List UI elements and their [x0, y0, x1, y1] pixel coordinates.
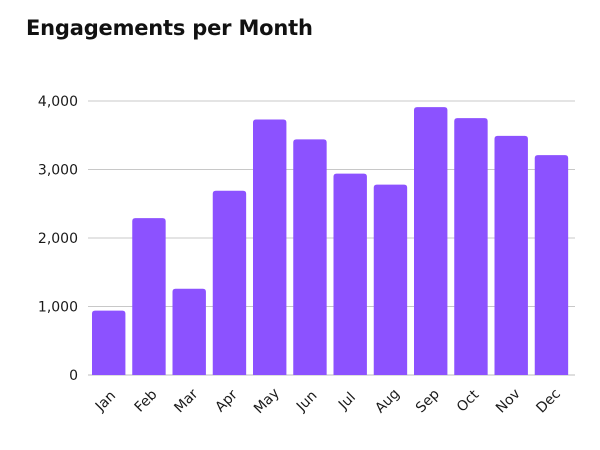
x-tick-label: Apr: [212, 387, 241, 416]
x-tick-label: Jun: [293, 388, 320, 415]
bar-aug: [373, 184, 408, 375]
y-tick-label: 3,000: [38, 163, 78, 179]
x-tick-label: Jul: [335, 390, 359, 414]
y-tick-label: 2,000: [38, 231, 78, 247]
bars: [92, 107, 569, 376]
bar-jul: [333, 173, 367, 375]
bar-sep: [414, 107, 448, 375]
grid-lines: [88, 100, 575, 376]
bar-oct: [454, 118, 488, 375]
bar-dec: [534, 155, 569, 375]
x-tick-label: Dec: [533, 386, 563, 416]
bar-jan: [92, 310, 126, 375]
bar-jun: [293, 139, 327, 375]
y-tick-label: 0: [69, 368, 78, 384]
x-tick-label: Nov: [493, 386, 524, 417]
x-tick-label: Feb: [132, 387, 161, 416]
bar-mar: [172, 288, 206, 375]
chart-title: Engagements per Month: [26, 16, 313, 40]
y-axis-tick-labels: 0 1,000 2,000 3,000 4,000: [38, 94, 78, 384]
x-axis-tick-labels: Jan Feb Mar Apr May Jun Jul Aug Sep Oct Nov Dec: [92, 385, 564, 417]
x-tick-label: Mar: [171, 386, 201, 416]
y-tick-label: 4,000: [38, 94, 78, 110]
x-tick-label: Jan: [92, 388, 119, 415]
x-tick-label: Sep: [413, 386, 443, 416]
x-tick-label: May: [251, 385, 283, 417]
bar-nov: [494, 135, 528, 375]
y-tick-label: 1,000: [38, 300, 78, 316]
bar-may: [253, 119, 287, 376]
bar-apr: [212, 190, 247, 375]
bar-feb: [132, 218, 166, 375]
x-tick-label: Oct: [454, 387, 483, 416]
x-tick-label: Aug: [372, 386, 403, 417]
